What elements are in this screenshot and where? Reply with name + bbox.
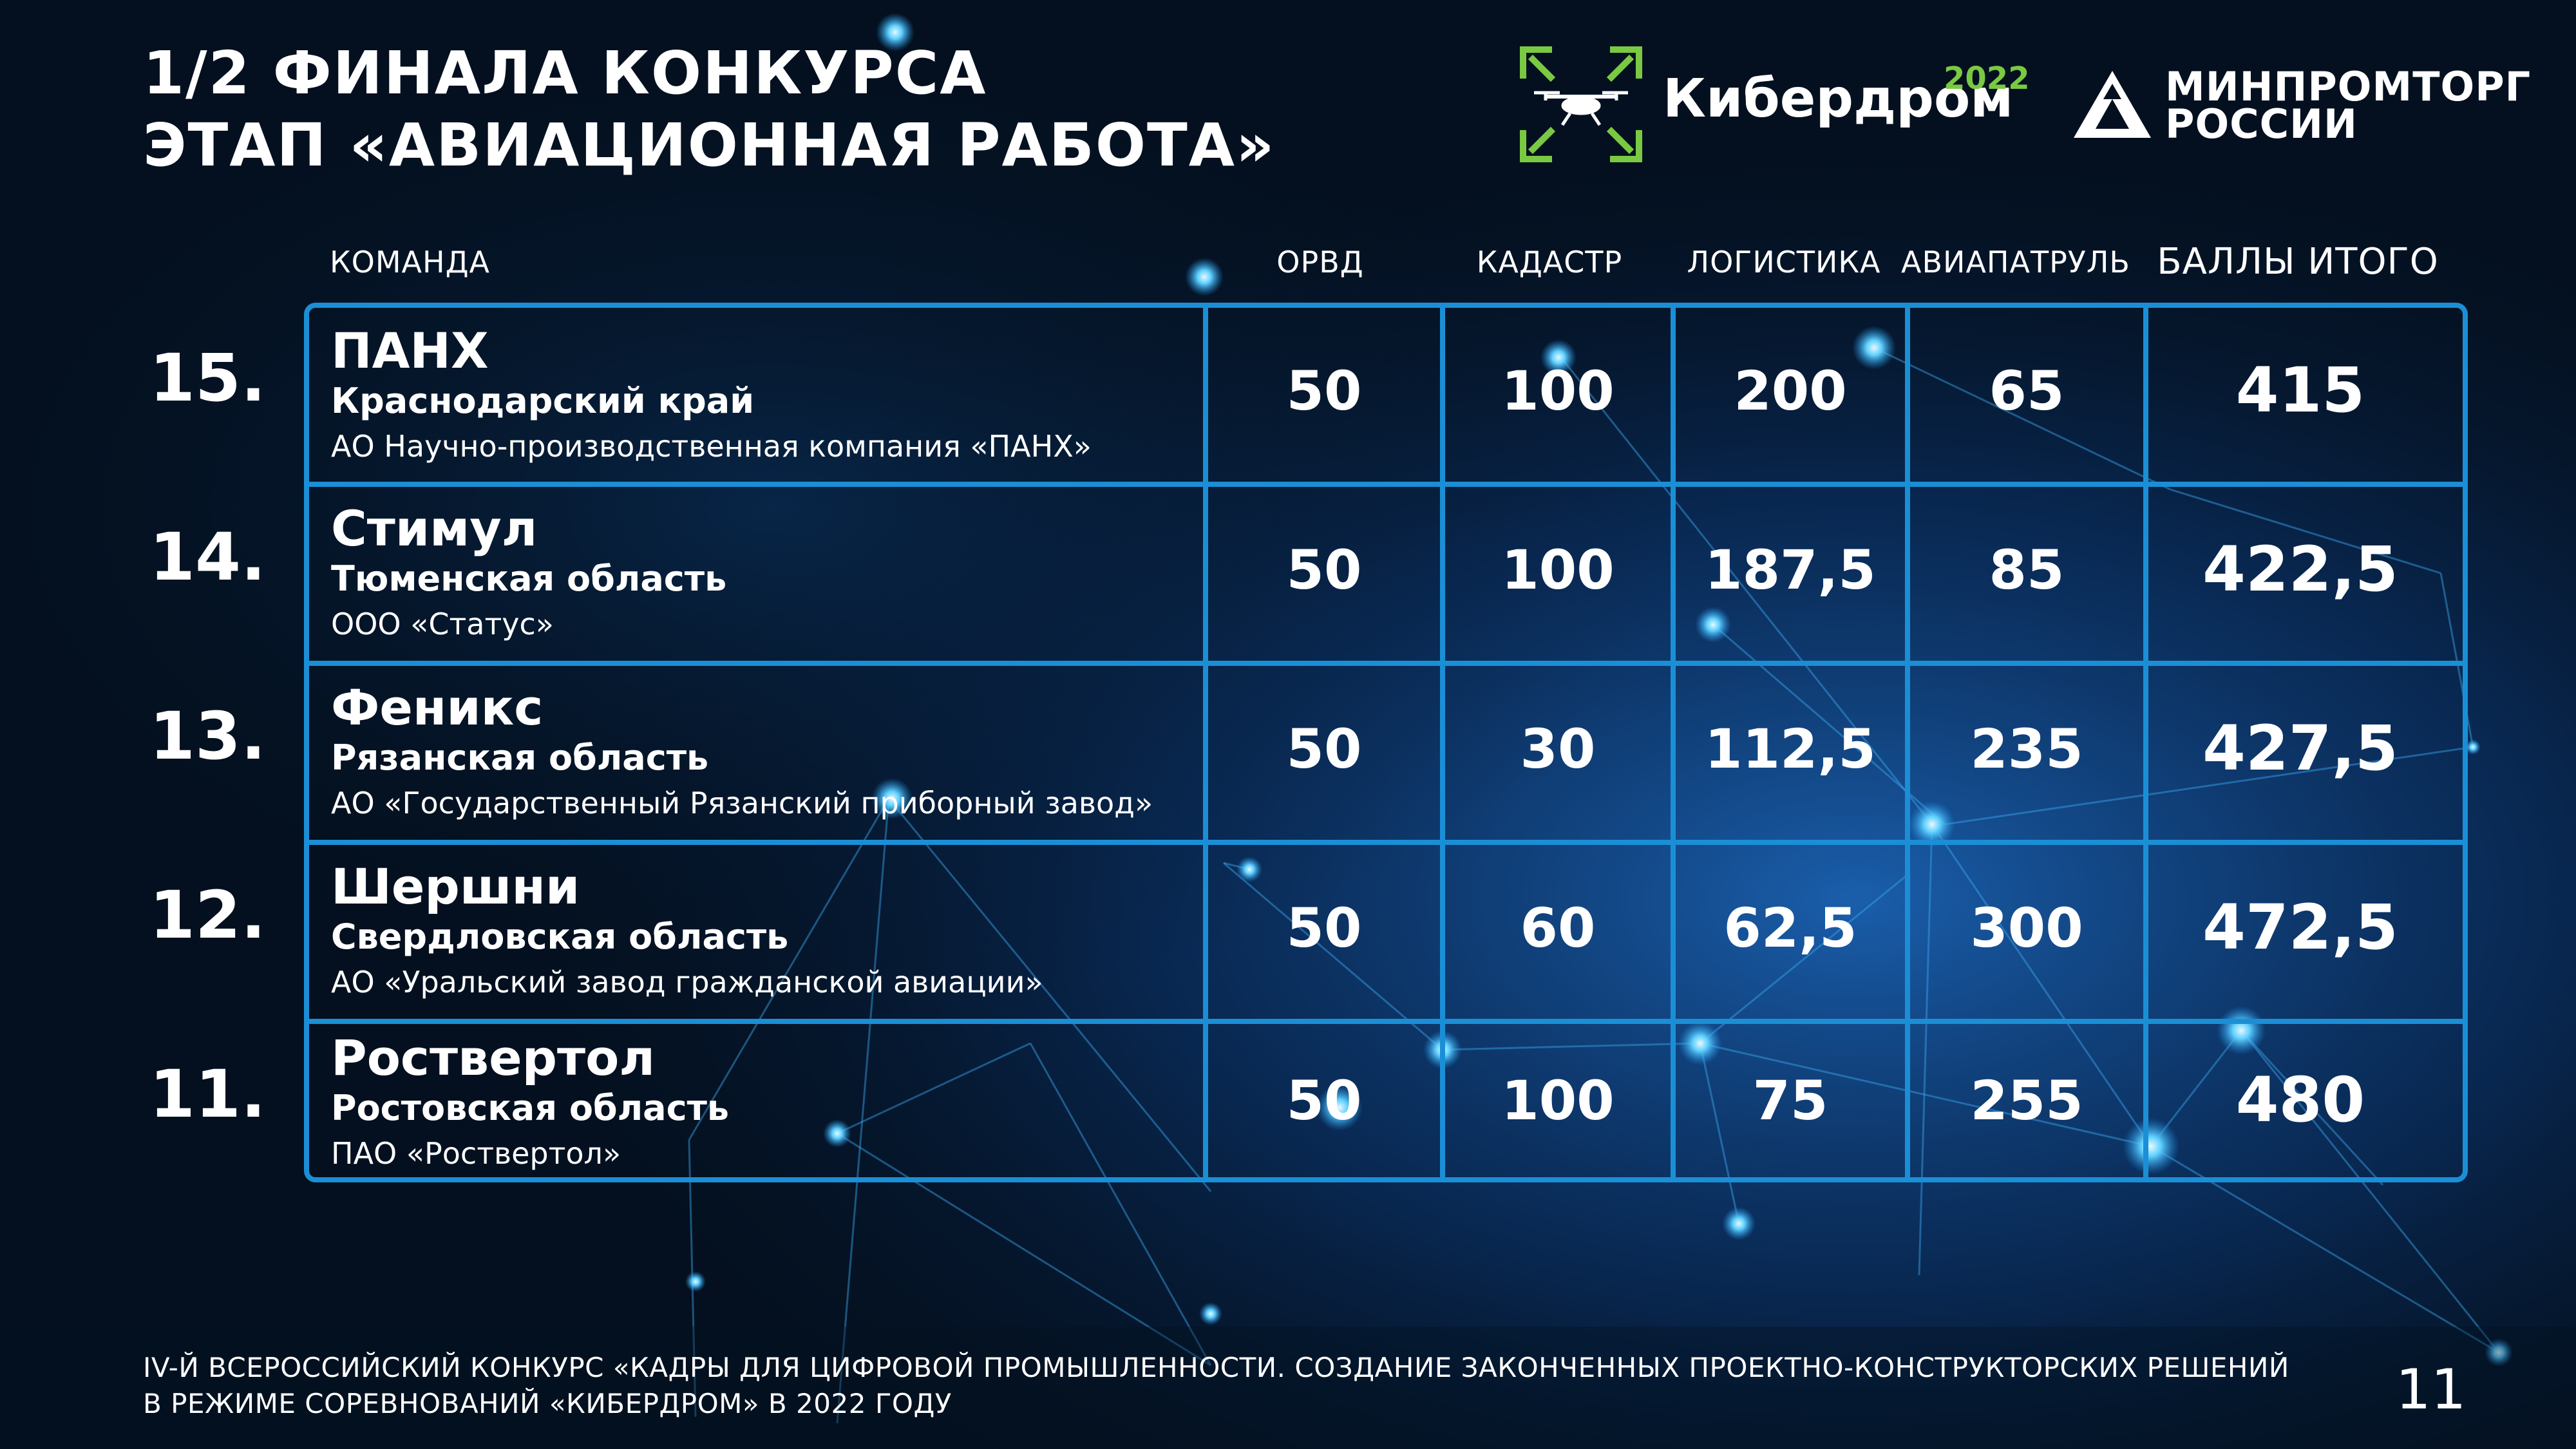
team-name: ПАНХ bbox=[331, 322, 489, 379]
team-organization: АО «Уральский завод гражданской авиации» bbox=[331, 965, 1043, 999]
score-aviapatrul: 255 bbox=[1970, 1069, 2083, 1132]
column-divider bbox=[1440, 308, 1445, 1177]
team-name: Шершни bbox=[331, 858, 580, 915]
team-organization: ООО «Статус» bbox=[331, 607, 554, 641]
score-total: 480 bbox=[2235, 1064, 2365, 1136]
header-logistika: ЛОГИСТИКА bbox=[1687, 245, 1881, 279]
minpromtorg-line-2: РОССИИ bbox=[2165, 100, 2358, 147]
place-number: 14. bbox=[149, 519, 266, 596]
score-kadastr: 30 bbox=[1520, 717, 1596, 781]
team-region: Ростовская область bbox=[331, 1088, 730, 1128]
score-aviapatrul: 235 bbox=[1970, 717, 2083, 781]
header-kadastr: КАДАСТР bbox=[1476, 245, 1623, 279]
column-divider bbox=[1671, 308, 1676, 1177]
score-aviapatrul: 65 bbox=[1989, 359, 2065, 422]
header-aviapatrul: АВИАПАТРУЛЬ bbox=[1901, 245, 2130, 279]
page-title: 1/2 ФИНАЛА КОНКУРСА ЭТАП «АВИАЦИОННАЯ РА… bbox=[143, 37, 1275, 182]
score-total: 415 bbox=[2235, 354, 2365, 426]
score-logistika: 75 bbox=[1752, 1069, 1828, 1132]
table-row: Шершни Свердловская область АО «Уральски… bbox=[309, 840, 2463, 1019]
drone-icon bbox=[1520, 46, 1642, 162]
team-name: Стимул bbox=[331, 500, 538, 557]
results-table: ПАНХ Краснодарский край АО Научно-произв… bbox=[304, 303, 2468, 1182]
team-region: Рязанская область bbox=[331, 737, 709, 778]
title-line-1: 1/2 ФИНАЛА КОНКУРСА bbox=[143, 39, 987, 108]
kiberdrom-logo: Кибердром 2022 bbox=[1520, 46, 2048, 162]
header-total: БАЛЛЫ ИТОГО bbox=[2157, 241, 2439, 283]
score-logistika: 187,5 bbox=[1705, 538, 1876, 601]
table-row: Феникс Рязанская область АО «Государстве… bbox=[309, 661, 2463, 840]
triangle-emblem-icon bbox=[2074, 71, 2151, 138]
score-kadastr: 100 bbox=[1501, 359, 1615, 422]
team-region: Свердловская область bbox=[331, 916, 789, 957]
column-divider bbox=[2143, 308, 2148, 1177]
table-row: Стимул Тюменская область ООО «Статус» 50… bbox=[309, 482, 2463, 661]
score-kadastr: 60 bbox=[1520, 896, 1596, 960]
score-orvd: 50 bbox=[1286, 896, 1362, 960]
score-total: 422,5 bbox=[2202, 533, 2398, 605]
score-kadastr: 100 bbox=[1501, 538, 1615, 601]
page-number: 11 bbox=[2396, 1358, 2467, 1422]
score-orvd: 50 bbox=[1286, 1069, 1362, 1132]
score-logistika: 200 bbox=[1734, 359, 1847, 422]
column-divider bbox=[1203, 308, 1208, 1177]
score-aviapatrul: 85 bbox=[1989, 538, 2065, 601]
header-team: КОМАНДА bbox=[330, 245, 491, 279]
score-total: 472,5 bbox=[2202, 891, 2398, 963]
team-organization: ПАО «Роствертол» bbox=[331, 1136, 621, 1171]
team-organization: АО Научно-производственная компания «ПАН… bbox=[331, 429, 1092, 464]
column-divider bbox=[1905, 308, 1910, 1177]
place-number: 15. bbox=[149, 340, 266, 417]
score-logistika: 112,5 bbox=[1705, 717, 1876, 781]
team-region: Тюменская область bbox=[331, 558, 727, 599]
team-name: Феникс bbox=[331, 679, 544, 736]
team-region: Краснодарский край bbox=[331, 381, 755, 421]
score-total: 427,5 bbox=[2202, 712, 2398, 784]
minpromtorg-line-1: МИНПРОМТОРГ bbox=[2165, 63, 2532, 110]
footer-line-2: В РЕЖИМЕ СОРЕВНОВАНИЙ «КИБЕРДРОМ» В 2022… bbox=[143, 1388, 952, 1419]
team-organization: АО «Государственный Рязанский приборный … bbox=[331, 786, 1153, 820]
score-logistika: 62,5 bbox=[1723, 896, 1857, 960]
score-orvd: 50 bbox=[1286, 359, 1362, 422]
minpromtorg-logo: МИНПРОМТОРГ РОССИИ bbox=[2074, 67, 2530, 146]
kiberdrom-year: 2022 bbox=[1944, 61, 2030, 97]
footer-line-1: IV-Й ВСЕРОССИЙСКИЙ КОНКУРС «КАДРЫ ДЛЯ ЦИ… bbox=[143, 1352, 2289, 1383]
header-orvd: ОРВД bbox=[1276, 245, 1364, 279]
footer-caption: IV-Й ВСЕРОССИЙСКИЙ КОНКУРС «КАДРЫ ДЛЯ ЦИ… bbox=[143, 1350, 2289, 1422]
title-line-2: ЭТАП «АВИАЦИОННАЯ РАБОТА» bbox=[143, 111, 1276, 180]
table-row: ПАНХ Краснодарский край АО Научно-произв… bbox=[309, 308, 2463, 487]
place-number: 11. bbox=[149, 1056, 266, 1133]
score-aviapatrul: 300 bbox=[1970, 896, 2083, 960]
place-number: 13. bbox=[149, 698, 266, 775]
table-row: Роствертол Ростовская область ПАО «Роств… bbox=[309, 1019, 2463, 1177]
score-orvd: 50 bbox=[1286, 717, 1362, 781]
score-orvd: 50 bbox=[1286, 538, 1362, 601]
place-number: 12. bbox=[149, 877, 266, 954]
team-name: Роствертол bbox=[331, 1029, 655, 1086]
kiberdrom-name: Кибердром bbox=[1663, 68, 2014, 129]
score-kadastr: 100 bbox=[1501, 1069, 1615, 1132]
